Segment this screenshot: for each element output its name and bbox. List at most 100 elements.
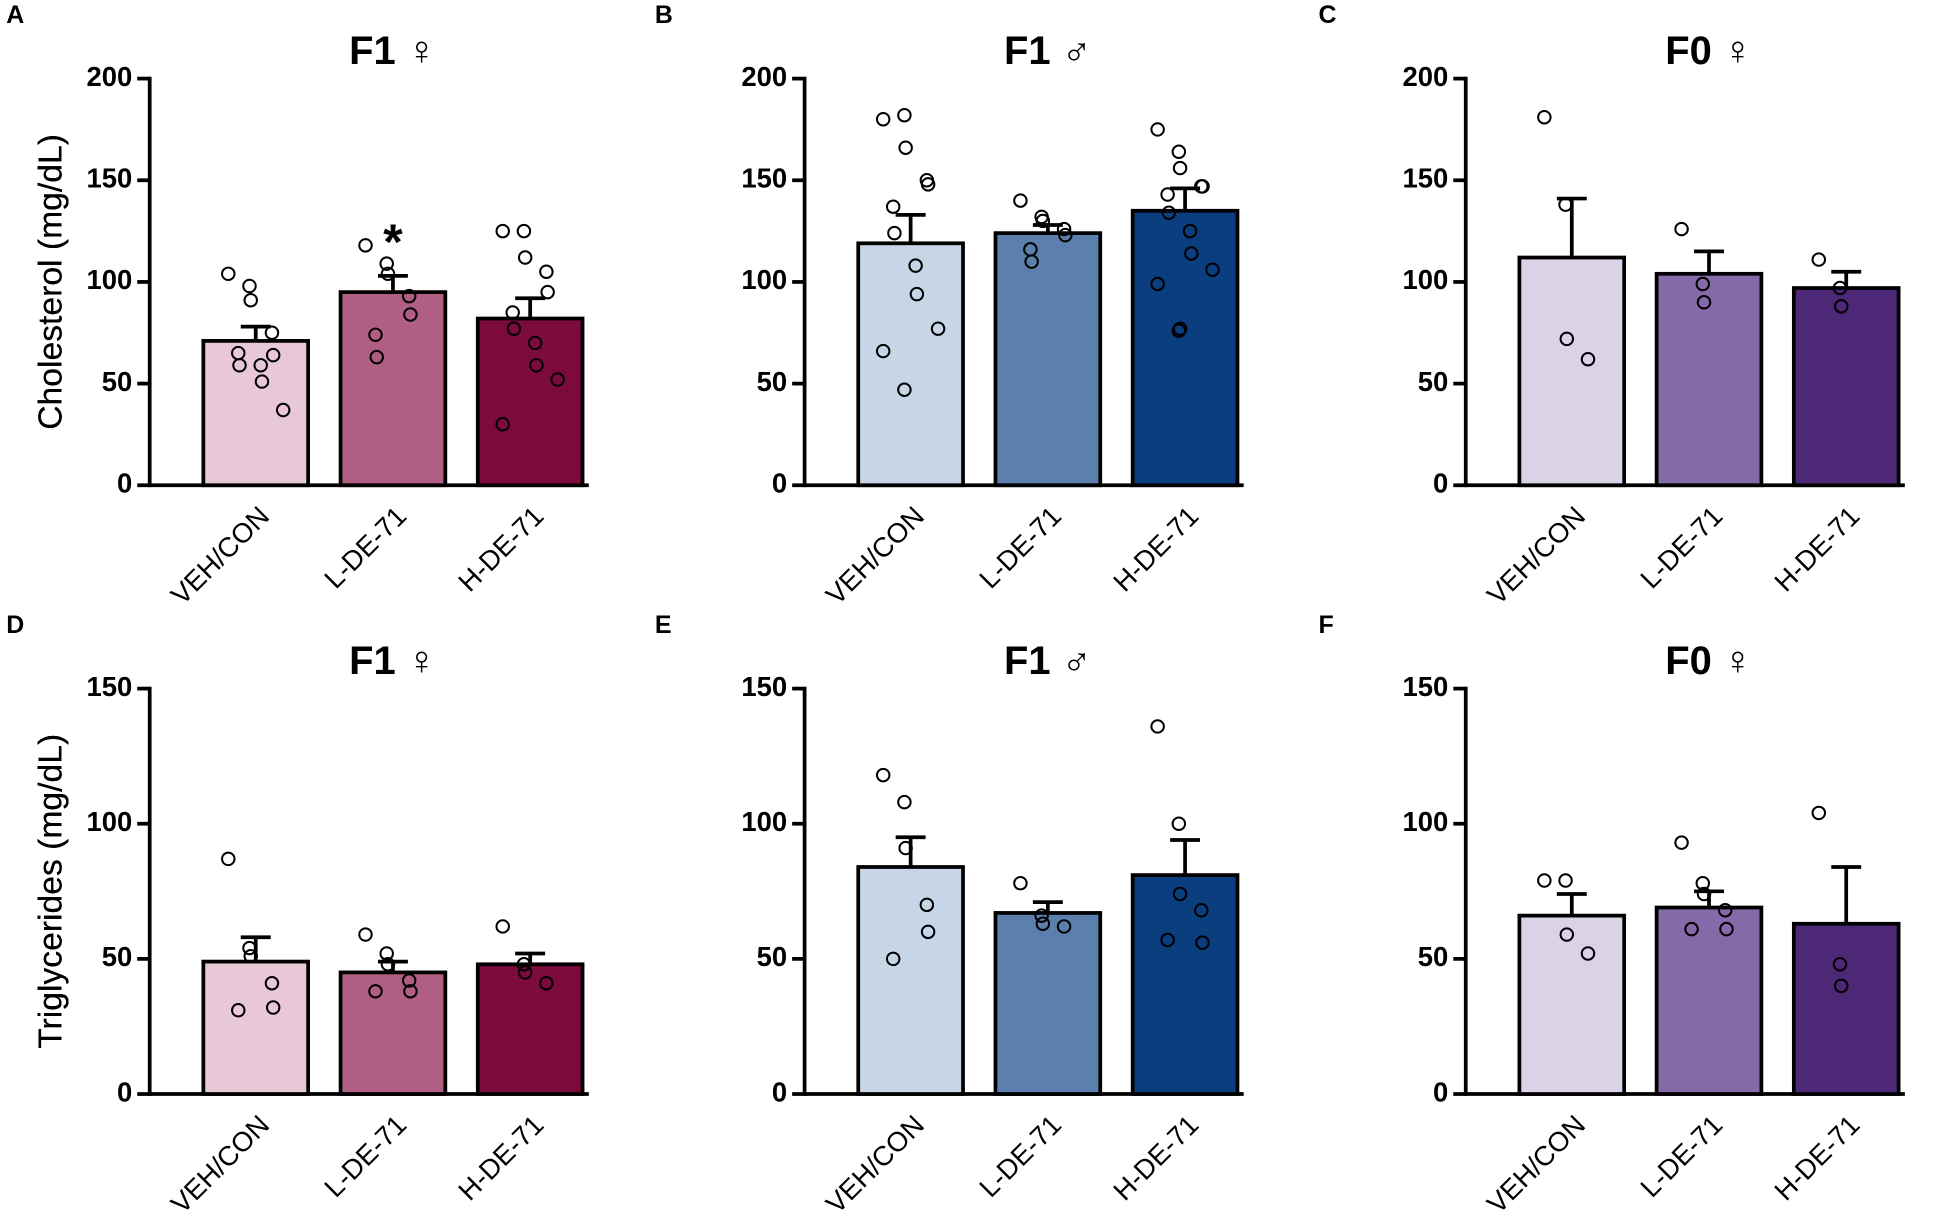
x-tick-label: H-DE-71 [1768,500,1865,597]
y-tick-label: 0 [117,1076,132,1107]
y-axis-label: Cholesterol (mg/dL) [32,134,69,430]
y-tick-label: 100 [741,806,787,837]
data-point [908,258,923,273]
data-point [516,957,532,972]
data-point [920,177,936,192]
data-point [1172,160,1188,176]
data-point [368,327,383,343]
x-tick-label: VEH/CON [1481,1109,1591,1219]
data-point [1696,886,1712,902]
data-point [403,307,418,322]
data-point [1580,946,1596,961]
panel: C 0 50 100 150 200 Cholesterol (mg/dL) F0 ♀ VEH/… [32,1,1905,610]
data-point [401,973,417,988]
data-point [1833,299,1849,314]
chart-title: F0 ♀ [1665,639,1753,683]
data-point [380,266,396,282]
y-axis-label: Triglycerides (mg/dL) [32,734,69,1049]
panel: F 0 50 100 150 Triglycerides (mg/dL) F0 ♀ VEH/C… [32,611,1905,1219]
data-point [221,851,236,867]
y-axis-label: Cholesterol (mg/dL) [32,134,69,430]
x-tick-label: L-DE-71 [1634,500,1728,594]
data-point [1695,875,1711,891]
bar [475,316,585,488]
y-tick-label: 200 [1403,61,1449,92]
bar [1654,905,1764,1096]
bar [201,339,310,488]
panel-letter: E [655,611,672,639]
bar [1791,921,1901,1096]
data-point [1160,187,1175,202]
data-point [1058,227,1073,243]
y-tick-label: 100 [741,264,787,295]
panel: A 0 50 100 150 200 Cholesterol (mg/dL) F1 ♀ VEH/… [6,1,589,610]
data-point [379,946,394,961]
data-point [1811,805,1827,821]
bar [1791,286,1901,488]
x-tick-label: H-DE-71 [452,500,549,597]
data-point [898,140,913,155]
data-point [242,940,257,956]
x-tick-label: H-DE-71 [1107,500,1204,597]
y-tick-label: 150 [741,163,787,194]
data-point [495,223,510,239]
bar [856,241,965,488]
data-point [265,1000,281,1015]
data-point [1832,957,1848,972]
data-point [529,358,544,373]
y-tick-label: 50 [757,941,788,972]
x-tick-label: H-DE-71 [1768,1109,1865,1206]
data-point [1171,816,1187,831]
panel: D 0 50 100 150 Triglycerides (mg/dL) F1 ♀ VEH/C… [6,611,589,1219]
data-point [1056,221,1072,237]
data-point [1559,927,1575,942]
y-tick-label: 150 [1403,671,1449,702]
data-point [264,325,280,340]
data-point [909,286,925,302]
panel: E 0 50 100 150 Triglycerides (mg/dL) F1 ♂ VEH/C… [32,611,1244,1219]
y-tick-label: 0 [1433,1076,1448,1107]
data-point [369,349,384,365]
data-point [1558,873,1573,888]
significance-marker: * [383,214,403,270]
x-tick-label: L-DE-71 [318,1109,412,1203]
data-point [897,107,912,123]
y-tick-label: 150 [741,671,787,702]
y-tick-label: 50 [102,366,133,397]
y-tick-label: 150 [86,671,132,702]
data-point [930,321,946,336]
data-point [1150,276,1165,292]
bar [1517,255,1627,488]
data-point [358,238,373,253]
bar [338,970,448,1096]
data-point [242,278,257,294]
data-point [1024,254,1039,269]
data-point [875,767,891,783]
bar [856,865,965,1096]
data-point [1695,276,1711,292]
bar [475,962,585,1096]
data-point [1034,908,1049,923]
x-tick-label: H-DE-71 [1107,1109,1204,1206]
panel: B 0 50 100 150 200 Cholesterol (mg/dL) F1 ♂ VEH/… [32,1,1244,610]
data-point [379,256,394,271]
data-point [1161,205,1177,221]
bar [1130,873,1240,1096]
data-point [1172,321,1188,336]
chart-title: F1 ♂ [1004,29,1092,73]
chart-title: F1 ♀ [349,29,437,73]
x-tick-label: L-DE-71 [1634,1109,1728,1203]
data-point [1013,875,1028,891]
y-axis-label: Cholesterol (mg/dL) [32,134,69,430]
data-point [264,975,280,991]
data-point [1537,109,1552,125]
data-point [1833,978,1849,994]
y-axis-label: Triglycerides (mg/dL) [32,734,69,1049]
data-point [253,358,268,373]
y-tick-label: 150 [1403,163,1449,194]
y-tick-label: 0 [772,1076,787,1107]
data-point [1537,873,1552,888]
data-point [887,225,902,241]
data-point [1171,144,1187,160]
